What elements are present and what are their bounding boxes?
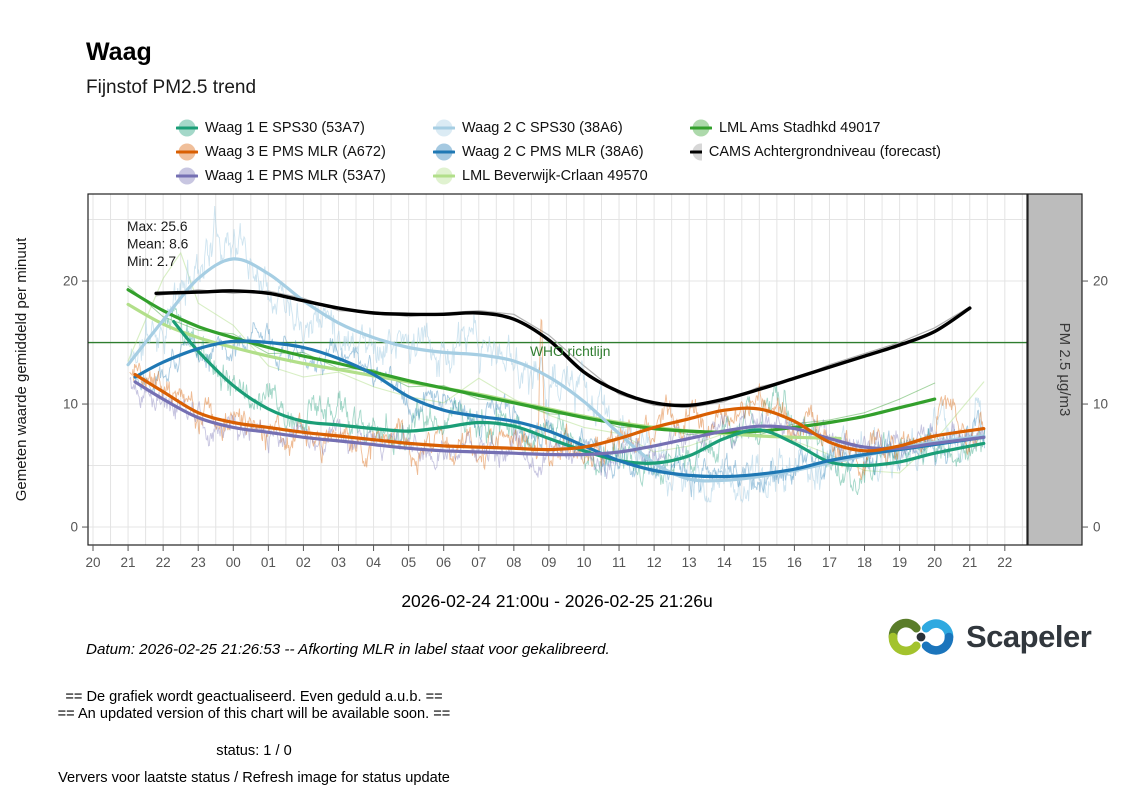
x-tick-label: 21 [121, 555, 136, 570]
series-raw-waag2-pms-raw [134, 322, 985, 498]
legend-item-label: Waag 3 E PMS MLR (A672) [205, 144, 386, 160]
legend-swatch-icon [690, 143, 702, 161]
x-tick-label: 13 [682, 555, 697, 570]
scapeler-logo: Scapeler [884, 615, 1092, 659]
legend: Waag 1 E SPS30 (53A7) Waag 3 E PMS MLR (A… [176, 116, 941, 188]
x-tick-label: 04 [366, 555, 382, 570]
who-guideline-label: WHO richtlijn [530, 344, 610, 359]
series-smooth-cams [154, 289, 972, 408]
series-smooth-waag1-pms [133, 380, 986, 457]
x-tick-label: 20 [927, 555, 942, 570]
legend-item-1: Waag 3 E PMS MLR (A672) [176, 140, 427, 164]
legend-item-7: CAMS Achtergrondniveau (forecast) [690, 140, 941, 164]
y-tick-label-right: 10 [1093, 397, 1108, 412]
x-tick-label: 08 [506, 555, 521, 570]
legend-item-3: Waag 2 C SPS30 (38A6) [433, 116, 684, 140]
x-tick-label: 12 [647, 555, 662, 570]
y-tick-label-right: 20 [1093, 274, 1108, 289]
right-facet-strip [1027, 193, 1083, 546]
series-smooth-lml-ams [126, 288, 937, 434]
stats-annotation-line: Max: 25.6 [127, 219, 188, 234]
refresh-hint: Ververs voor laatste status / Refresh im… [58, 770, 450, 786]
legend-item-2: Waag 1 E PMS MLR (53A7) [176, 164, 427, 188]
legend-swatch-icon [433, 167, 455, 185]
x-tick-label: 22 [156, 555, 171, 570]
x-tick-label: 07 [471, 555, 486, 570]
right-axis-label: PM 2.5 µg/m3 [1056, 323, 1073, 417]
legend-item-label: CAMS Achtergrondniveau (forecast) [708, 144, 941, 160]
series-smooth-waag1-sps30 [172, 320, 986, 468]
datum-note: Datum: 2026-02-25 21:26:53 -- Afkorting … [86, 641, 610, 658]
x-tick-label: 01 [261, 555, 276, 570]
x-tick-label: 23 [191, 555, 206, 570]
x-tick-label: 10 [576, 555, 591, 570]
plot-frame [87, 193, 1028, 546]
legend-item-label: Waag 2 C PMS MLR (38A6) [462, 144, 644, 160]
date-range-label: 2026-02-24 21:00u - 2026-02-25 21:26u [401, 591, 713, 611]
legend-swatch-icon [176, 143, 198, 161]
legend-item-label: Waag 1 E PMS MLR (53A7) [205, 168, 386, 184]
x-tick-label: 21 [962, 555, 977, 570]
legend-item-6: LML Ams Stadhkd 49017 [690, 116, 941, 140]
footer-status-block: == De grafiek wordt geactualiseerd. Even… [0, 689, 508, 786]
x-tick-label: 14 [717, 555, 733, 570]
status-line: status: 1 / 0 [216, 743, 292, 759]
x-tick-label: 09 [541, 555, 556, 570]
x-tick-label: 16 [787, 555, 802, 570]
legend-item-label: Waag 1 E SPS30 (53A7) [205, 120, 365, 136]
scapeler-logo-text: Scapeler [966, 619, 1092, 654]
x-tick-label: 03 [331, 555, 346, 570]
x-tick-label: 11 [612, 555, 626, 570]
stats-annotation-line: Mean: 8.6 [127, 237, 189, 252]
y-tick-label-left: 0 [70, 520, 78, 535]
legend-swatch-icon [176, 119, 198, 137]
updating-message-nl: == De grafiek wordt geactualiseerd. Even… [65, 689, 443, 705]
legend-swatch-icon [433, 143, 455, 161]
y-tick-label-right: 0 [1093, 520, 1101, 535]
x-tick-label: 02 [296, 555, 311, 570]
legend-item-label: Waag 2 C SPS30 (38A6) [462, 120, 623, 136]
legend-swatch-icon [176, 167, 198, 185]
series-smooth-waag2-pms [133, 339, 986, 479]
y-tick-label-left: 10 [63, 397, 78, 412]
legend-swatch-icon [433, 119, 455, 137]
scapeler-logo-icon [888, 618, 954, 656]
x-tick-label: 22 [997, 555, 1012, 570]
legend-item-label: LML Beverwijk-Crlaan 49570 [462, 168, 648, 184]
y-tick-label-left: 20 [63, 274, 78, 289]
series-smooth-waag3-pms [133, 372, 986, 453]
stats-annotation-line: Min: 2.7 [127, 254, 176, 269]
legend-item-5: LML Beverwijk-Crlaan 49570 [433, 164, 684, 188]
x-tick-label: 00 [226, 555, 241, 570]
page-subtitle: Fijnstof PM2.5 trend [86, 77, 257, 98]
x-tick-label: 17 [822, 555, 837, 570]
updating-message-en: == An updated version of this chart will… [57, 706, 451, 722]
page-title: Waag [86, 38, 152, 66]
x-tick-label: 20 [85, 555, 100, 570]
legend-item-label: LML Ams Stadhkd 49017 [719, 120, 881, 136]
legend-item-0: Waag 1 E SPS30 (53A7) [176, 116, 427, 140]
x-tick-label: 15 [752, 555, 767, 570]
legend-item-4: Waag 2 C PMS MLR (38A6) [433, 140, 684, 164]
x-tick-label: 18 [857, 555, 872, 570]
x-tick-label: 05 [401, 555, 416, 570]
series-raw-waag2-sps30-raw [129, 205, 986, 504]
y-axis-label: Gemeten waarde gemiddeld per minuut [13, 237, 30, 501]
x-tick-label: 06 [436, 555, 451, 570]
x-tick-label: 19 [892, 555, 907, 570]
legend-swatch-icon [690, 119, 712, 137]
